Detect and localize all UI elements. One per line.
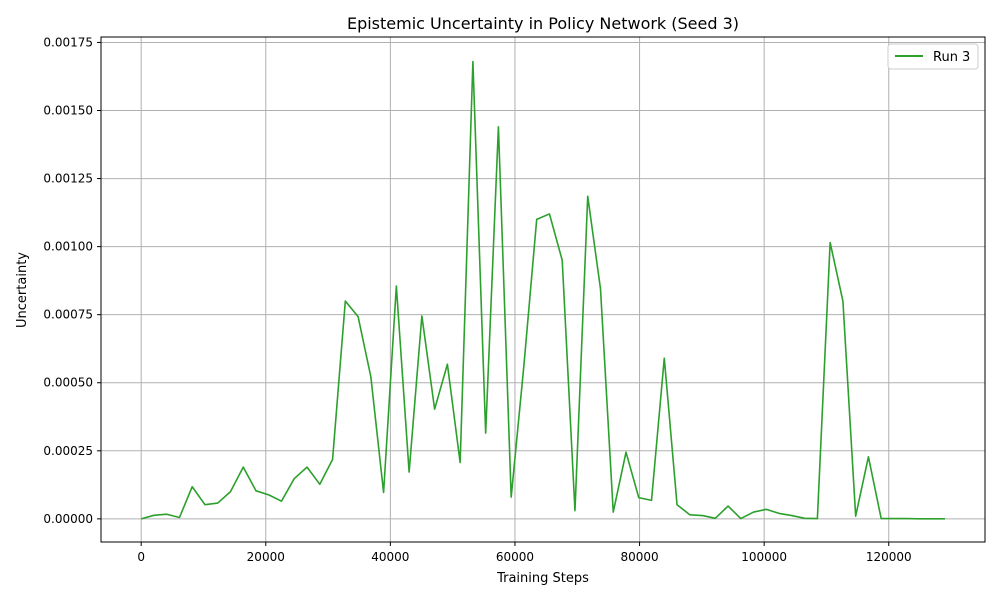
y-tick-label: 0.00075 <box>43 308 93 322</box>
x-tick-label: 0 <box>137 550 145 564</box>
x-tick-label: 120000 <box>866 550 912 564</box>
y-tick-label: 0.00125 <box>43 172 93 186</box>
x-tick-label: 80000 <box>620 550 658 564</box>
y-tick-label: 0.00150 <box>43 104 93 118</box>
grid <box>101 37 985 542</box>
series-layer <box>140 60 945 520</box>
x-tick-label: 60000 <box>496 550 534 564</box>
y-tick-label: 0.00175 <box>43 35 93 49</box>
legend-label-run-3: Run 3 <box>933 50 970 65</box>
y-tick-label: 0.00100 <box>43 240 93 254</box>
chart-title: Epistemic Uncertainty in Policy Network … <box>347 14 739 33</box>
x-axis-title: Training Steps <box>496 571 589 586</box>
x-axis: 0 20000 40000 60000 80000 100000 120000 <box>137 542 912 564</box>
series-line-run-3 <box>140 60 945 520</box>
plot-frame <box>100 36 986 543</box>
y-tick-label: 0.00050 <box>43 376 93 390</box>
legend: Run 3 <box>887 43 979 70</box>
y-tick-label: 0.00025 <box>43 444 93 458</box>
x-tick-label: 40000 <box>371 550 409 564</box>
x-tick-label: 100000 <box>741 550 787 564</box>
y-axis-title: Uncertainty <box>15 252 30 328</box>
x-tick-label: 20000 <box>247 550 285 564</box>
y-axis: 0.00000 0.00025 0.00050 0.00075 0.00100 0.001… <box>43 35 101 526</box>
legend-box <box>887 43 979 70</box>
y-tick-label: 0.00000 <box>43 512 93 526</box>
